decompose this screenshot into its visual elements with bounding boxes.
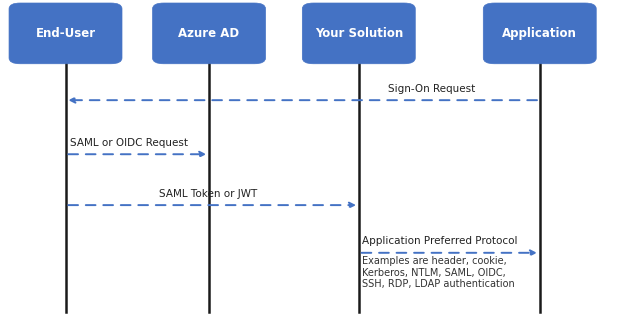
FancyBboxPatch shape [302,3,416,64]
FancyBboxPatch shape [483,3,596,64]
Text: Azure AD: Azure AD [178,27,240,40]
Text: SAML or OIDC Request: SAML or OIDC Request [70,138,188,148]
Text: SAML Token or JWT: SAML Token or JWT [159,189,257,199]
Text: Application Preferred Protocol: Application Preferred Protocol [362,237,517,246]
Text: Application: Application [502,27,577,40]
Text: Examples are header, cookie,
Kerberos, NTLM, SAML, OIDC,
SSH, RDP, LDAP authenti: Examples are header, cookie, Kerberos, N… [362,256,515,289]
FancyBboxPatch shape [153,3,266,64]
Text: Sign-On Request: Sign-On Request [388,84,475,94]
FancyBboxPatch shape [9,3,122,64]
Text: Your Solution: Your Solution [314,27,403,40]
Text: End-User: End-User [36,27,95,40]
